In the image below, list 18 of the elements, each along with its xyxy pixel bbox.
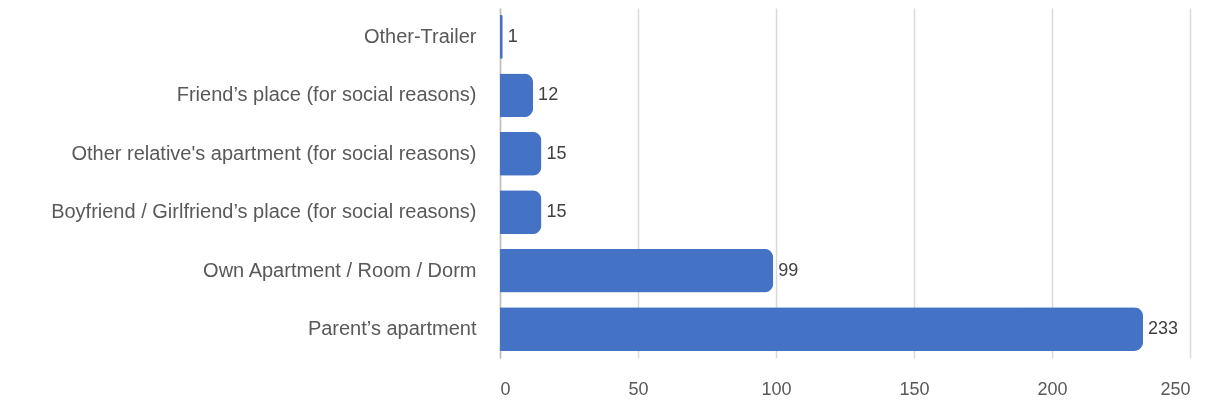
data-label: 15 bbox=[546, 142, 567, 163]
y-tick-label: Own Apartment / Room / Dorm bbox=[203, 258, 477, 281]
data-label: 1 bbox=[507, 25, 518, 46]
x-tick-label: 100 bbox=[761, 378, 792, 399]
x-tick-label: 250 bbox=[1160, 378, 1191, 399]
y-tick-label: Parent’s apartment bbox=[307, 317, 477, 340]
x-tick-label: 150 bbox=[899, 378, 930, 399]
data-label: 15 bbox=[546, 201, 567, 222]
x-tick-label: 50 bbox=[628, 378, 649, 399]
y-tick-label: Other-Trailer bbox=[363, 24, 477, 47]
y-tick-label: Friend’s place (for social reasons) bbox=[176, 83, 477, 106]
x-tick-label: 0 bbox=[500, 378, 511, 399]
data-label: 99 bbox=[778, 259, 799, 280]
data-label: 233 bbox=[1148, 318, 1179, 339]
x-tick-label: 200 bbox=[1037, 378, 1068, 399]
data-label: 12 bbox=[538, 84, 559, 105]
y-tick-label: Other relative's apartment (for social reasons) bbox=[71, 141, 477, 164]
y-tick-label: Boyfriend / Girlfriend’s place (for social reasons) bbox=[51, 200, 477, 223]
